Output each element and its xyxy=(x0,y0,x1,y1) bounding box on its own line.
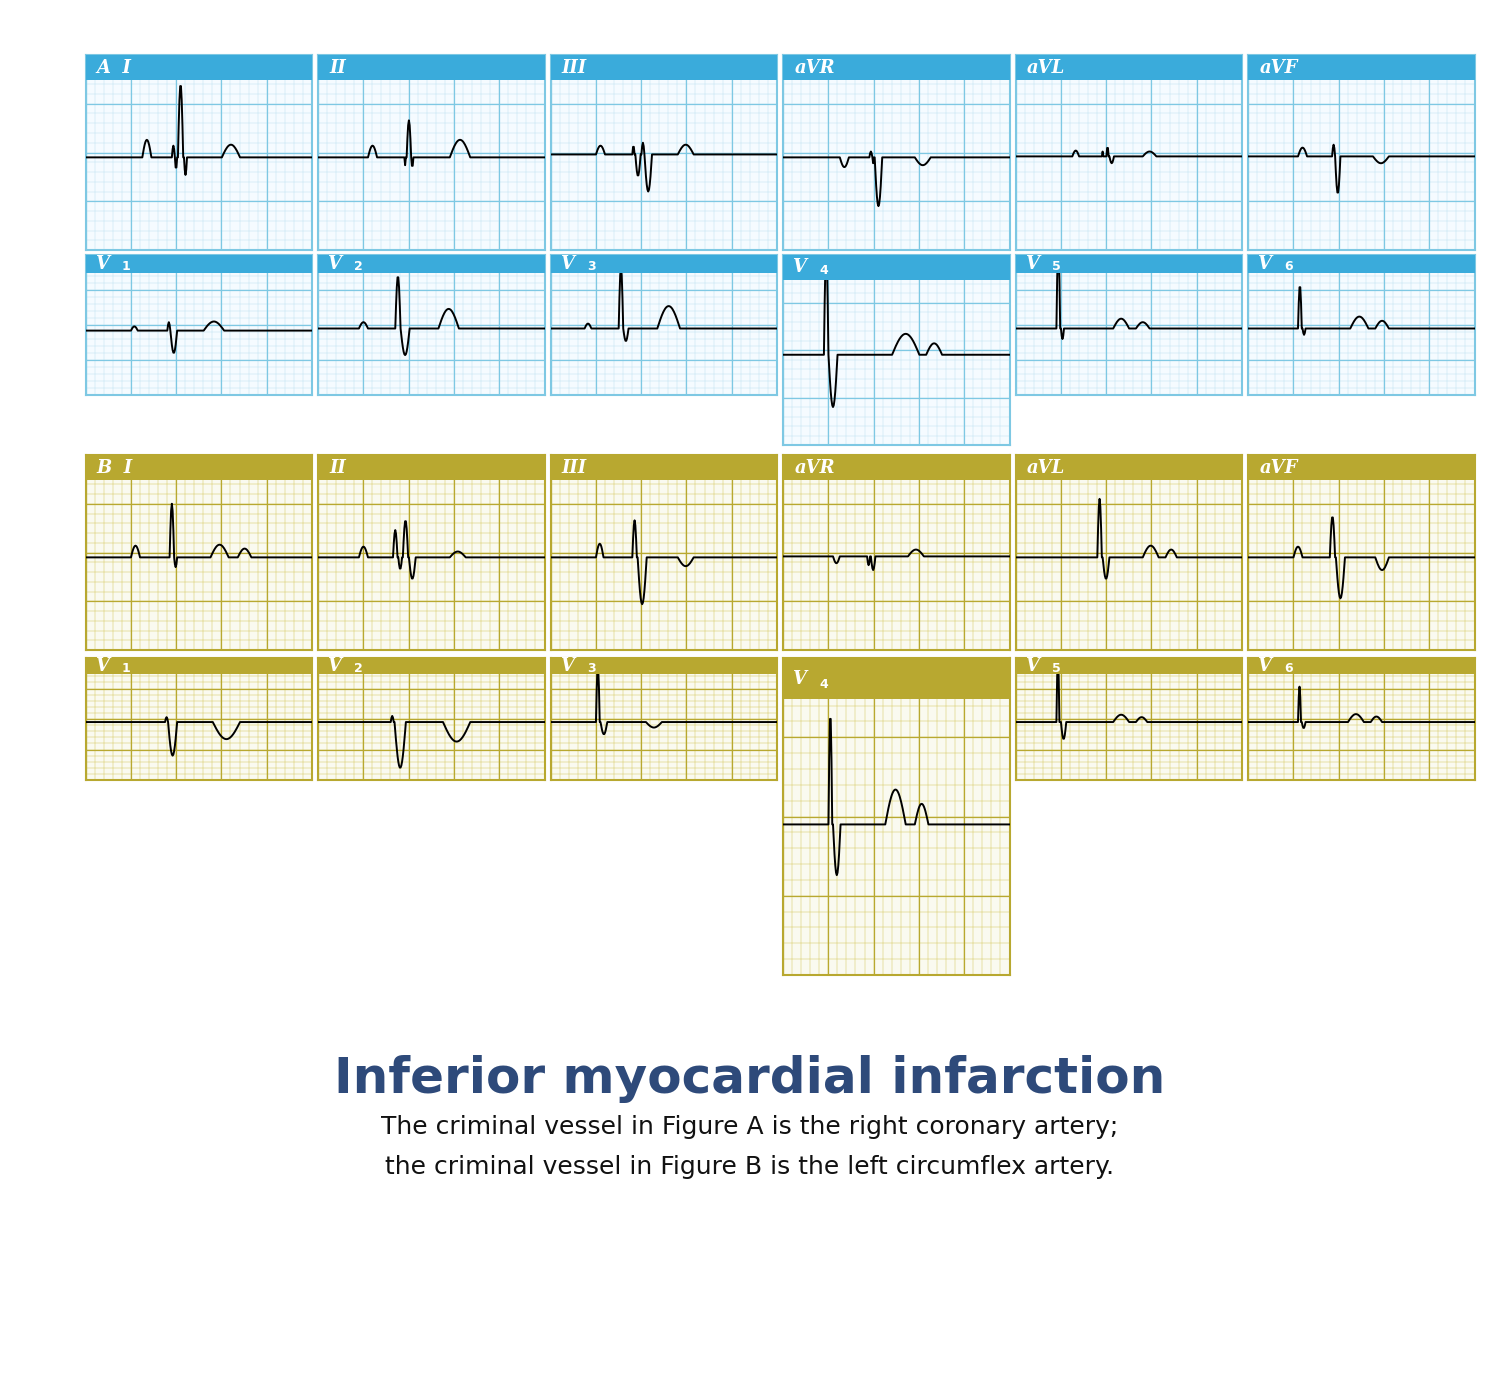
Text: aVL: aVL xyxy=(1028,458,1065,476)
Text: aVF: aVF xyxy=(1260,58,1298,76)
Bar xyxy=(318,256,544,274)
Bar xyxy=(318,56,544,81)
Text: III: III xyxy=(562,58,586,76)
Text: A  I: A I xyxy=(98,58,132,76)
Text: V: V xyxy=(792,669,806,688)
Text: II: II xyxy=(330,458,346,476)
Bar xyxy=(86,658,312,674)
Bar xyxy=(550,56,777,81)
Text: V: V xyxy=(560,256,573,274)
Text: 1: 1 xyxy=(122,260,130,274)
Text: aVR: aVR xyxy=(795,458,836,476)
Text: V: V xyxy=(1024,657,1038,675)
Text: V: V xyxy=(792,258,806,276)
Text: 3: 3 xyxy=(586,260,596,274)
Text: Inferior myocardial infarction: Inferior myocardial infarction xyxy=(334,1056,1166,1103)
Text: II: II xyxy=(330,58,346,76)
Text: 2: 2 xyxy=(354,661,363,675)
Bar xyxy=(783,256,1010,279)
Text: V: V xyxy=(94,657,108,675)
Text: V: V xyxy=(1257,657,1270,675)
Bar xyxy=(550,256,777,274)
Text: V: V xyxy=(1257,256,1270,274)
Bar xyxy=(318,456,544,481)
Text: aVL: aVL xyxy=(1028,58,1065,76)
Bar xyxy=(1016,56,1242,81)
Bar xyxy=(1248,256,1474,274)
Bar xyxy=(318,658,544,674)
Text: V: V xyxy=(327,657,340,675)
Text: aVR: aVR xyxy=(795,58,836,76)
Bar xyxy=(1016,456,1242,481)
Text: The criminal vessel in Figure A is the right coronary artery;: The criminal vessel in Figure A is the r… xyxy=(381,1115,1119,1139)
Text: 1: 1 xyxy=(122,661,130,675)
Bar xyxy=(86,56,312,81)
Bar xyxy=(1248,56,1474,81)
Bar xyxy=(1016,256,1242,274)
Text: V: V xyxy=(1024,256,1038,274)
Text: 4: 4 xyxy=(819,678,828,690)
Text: III: III xyxy=(562,458,586,476)
Text: shutterstock®: shutterstock® xyxy=(440,1338,610,1357)
Bar xyxy=(550,658,777,674)
Bar xyxy=(86,456,312,481)
Bar xyxy=(86,256,312,274)
Bar xyxy=(783,658,1010,699)
Text: 5: 5 xyxy=(1052,260,1060,274)
Text: V: V xyxy=(560,657,573,675)
Bar xyxy=(783,456,1010,481)
Text: 6: 6 xyxy=(1284,661,1293,675)
Text: 6: 6 xyxy=(1284,260,1293,274)
Text: the criminal vessel in Figure B is the left circumflex artery.: the criminal vessel in Figure B is the l… xyxy=(386,1156,1114,1179)
Text: 3: 3 xyxy=(586,661,596,675)
Bar xyxy=(783,56,1010,81)
Bar xyxy=(1248,456,1474,481)
Bar xyxy=(1016,658,1242,674)
Text: 2: 2 xyxy=(354,260,363,274)
Text: V: V xyxy=(327,256,340,274)
Text: 5: 5 xyxy=(1052,661,1060,675)
Text: B  I: B I xyxy=(98,458,134,476)
Bar xyxy=(550,456,777,481)
Text: V: V xyxy=(94,256,108,274)
Bar xyxy=(1248,658,1474,674)
Text: aVF: aVF xyxy=(1260,458,1298,476)
Text: 4: 4 xyxy=(819,264,828,278)
